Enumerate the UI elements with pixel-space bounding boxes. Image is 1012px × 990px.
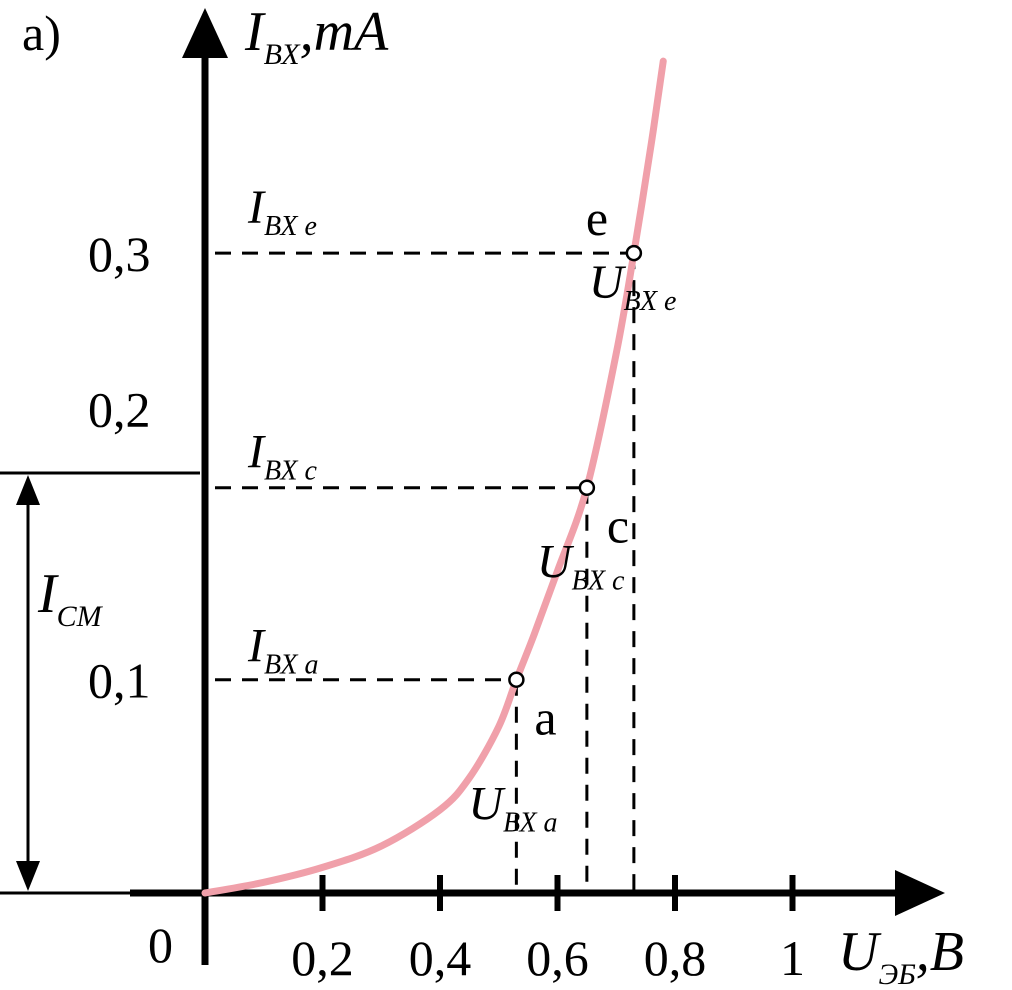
x-axis-title-unit: ,B [916,921,964,983]
voltage-label-main-c: U [537,536,575,589]
voltage-label-sub-a: ВХ a [503,808,558,839]
point-label-a: a [534,690,556,746]
voltage-label-a: UВХ a [468,778,557,839]
voltage-label-e: UВХ e [589,256,677,317]
y-axis-title-sub: ВХ [264,38,302,71]
axis-ticks: 0,2 0,4 0,6 0,8 1 0,1 0,2 0,3 [88,226,805,986]
y-tick-label-0: 0,1 [88,653,151,709]
x-tick-label-2: 0,6 [526,930,589,986]
current-label-a: IВХ a [247,620,319,681]
ism-label-sub: СМ [57,600,104,633]
x-axis-arrow [895,870,945,916]
x-tick-label-4: 1 [780,930,805,986]
guide-lines [215,251,636,893]
voltage-label-sub-e: ВХ e [624,286,677,317]
x-axis-title-sub: ЭБ [878,958,916,990]
y-axis-title-unit: ,mA [300,1,389,63]
current-label-c: IВХ c [247,426,317,487]
y-axis-title: IВХ,mA [244,1,389,71]
ism-label-main: I [37,563,59,625]
current-label-e: IВХ e [247,181,317,242]
y-tick-label-1: 0,2 [88,381,151,437]
point-a [508,671,525,688]
y-tick-label-2: 0,3 [88,226,151,282]
point-label-c: c [607,498,629,554]
current-label-sub-c: ВХ c [264,456,318,487]
x-tick-label-3: 0,8 [644,930,707,986]
x-tick-label-0: 0,2 [291,930,354,986]
x-axis-title-main: U [838,921,882,983]
point-e [625,244,643,262]
current-label-main-a: I [247,620,266,673]
current-label-main-e: I [247,181,266,234]
panel-label: а) [22,5,61,61]
current-label-sub-e: ВХ e [264,211,317,242]
origin-label: 0 [148,917,173,973]
current-label-sub-a: ВХ a [264,650,319,681]
current-label-main-c: I [247,426,266,479]
y-axis-arrow [182,8,228,58]
point-c [578,479,596,496]
x-axis-title: UЭБ,B [838,921,964,990]
point-label-e: e [586,190,608,246]
voltage-label-main-e: U [589,256,627,309]
y-axis-title-main: I [244,1,266,63]
ism-arrow-down [16,861,40,891]
ism-arrow-up [16,475,40,505]
x-tick-label-1: 0,4 [409,930,472,986]
voltage-label-sub-c: ВХ c [572,566,626,597]
voltage-label-c: UВХ c [537,536,625,597]
voltage-label-main-a: U [468,778,506,831]
ism-label: IСМ [37,563,104,633]
